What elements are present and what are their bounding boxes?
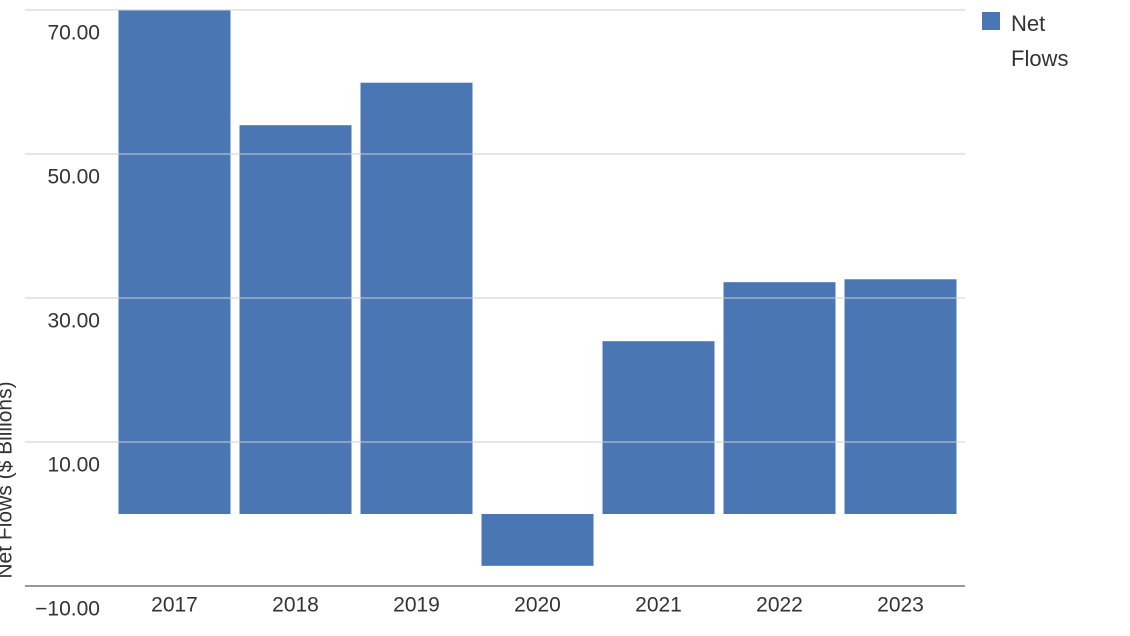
- legend-label: Net Flows: [1011, 11, 1069, 71]
- bar: [723, 282, 836, 514]
- bar: [844, 279, 957, 514]
- x-tick-label: 2022: [756, 594, 803, 617]
- x-tick-label: 2018: [272, 594, 319, 617]
- y-axis-label: Net Flows ($ Billions): [0, 381, 17, 578]
- x-tick-label: 2021: [635, 594, 682, 617]
- y-tick-label: 50.00: [47, 166, 100, 189]
- y-tick-label: 30.00: [47, 310, 100, 333]
- y-tick-label: 10.00: [47, 454, 100, 477]
- x-tick-label: 2020: [514, 594, 561, 617]
- x-tick-label: 2019: [393, 594, 440, 617]
- bar: [481, 514, 594, 566]
- legend-swatch: [982, 12, 1000, 30]
- x-tick-label: 2023: [877, 594, 924, 617]
- bar: [239, 125, 352, 514]
- x-tick-label: 2017: [151, 594, 198, 617]
- bar: [118, 10, 231, 514]
- y-tick-label: 70.00: [47, 22, 100, 45]
- y-tick-label: −10.00: [35, 598, 100, 621]
- legend: Net Flows: [982, 6, 1081, 76]
- bar: [602, 341, 715, 514]
